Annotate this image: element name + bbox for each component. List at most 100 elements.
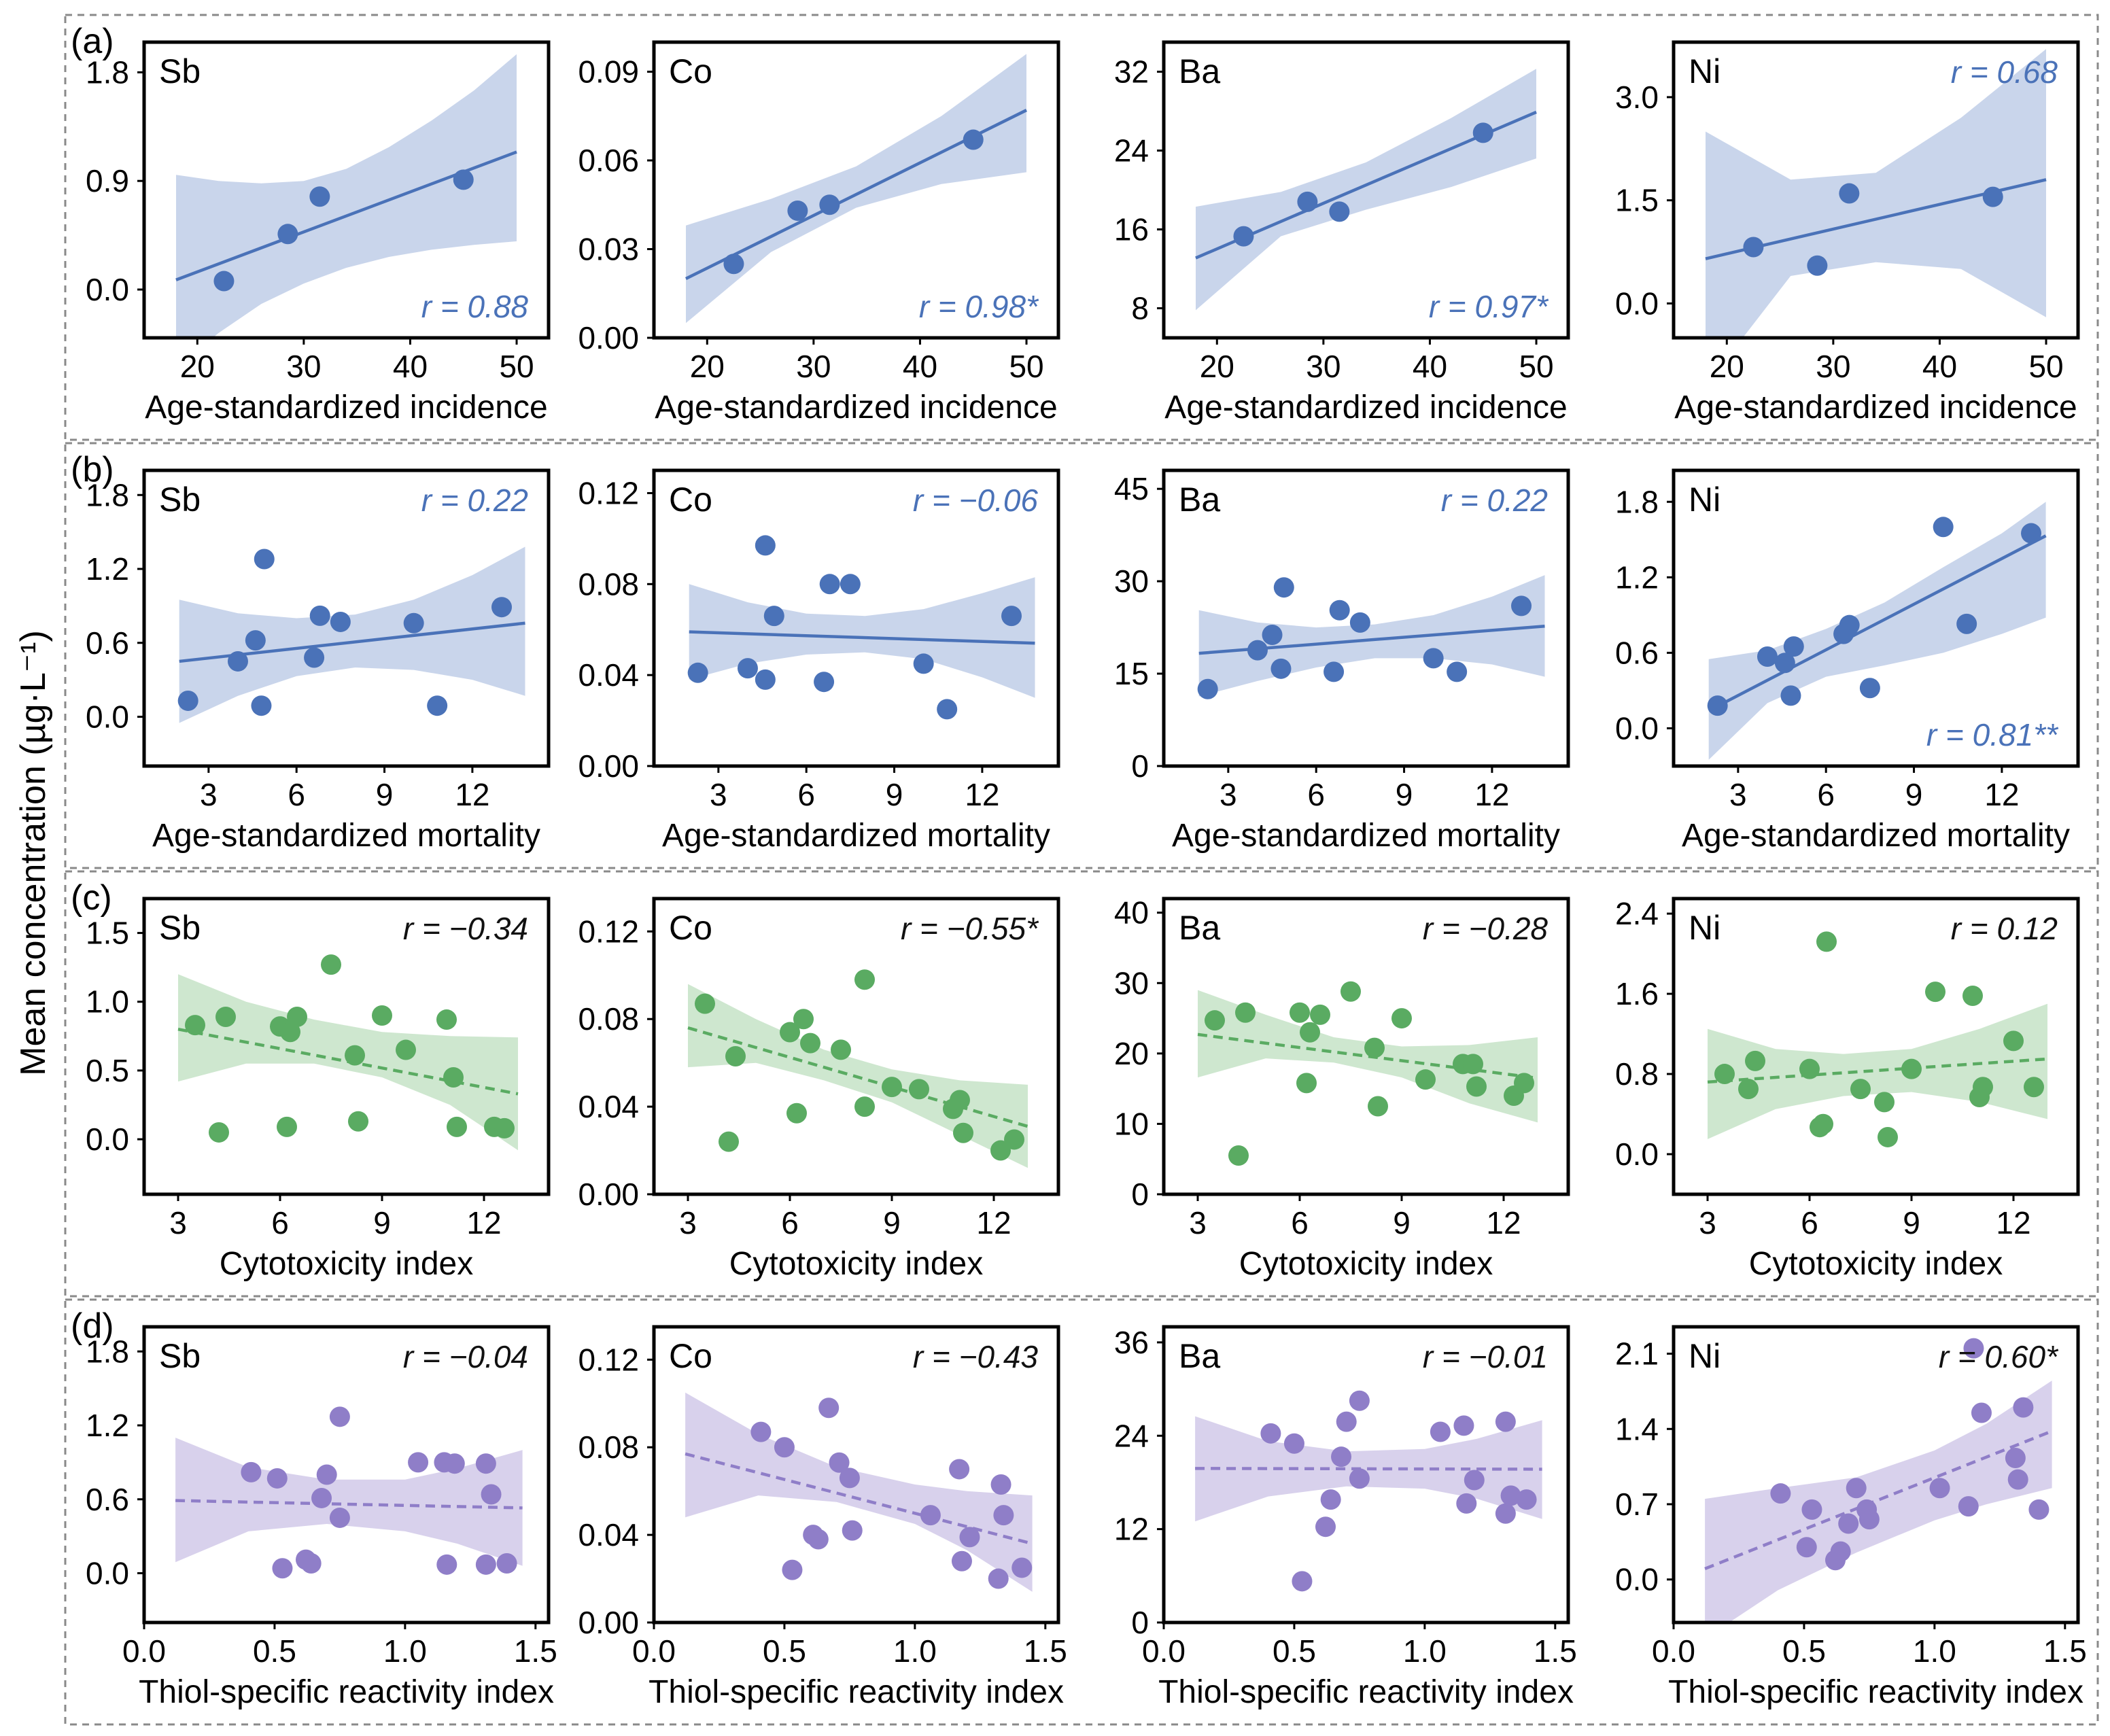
element-label: Ni bbox=[1689, 1337, 1720, 1375]
correlation-label: r = −0.06 bbox=[913, 483, 1039, 518]
data-point-9 bbox=[1878, 1126, 1898, 1147]
y-tick-label: 45 bbox=[1114, 471, 1149, 506]
data-point-15 bbox=[481, 1484, 502, 1505]
plot-area bbox=[685, 54, 1028, 324]
x-tick-label: 12 bbox=[976, 1205, 1011, 1240]
axes-frame bbox=[652, 1325, 1060, 1625]
axes-frame bbox=[142, 1325, 551, 1625]
correlation-label: r = 0.98* bbox=[919, 289, 1039, 324]
y-tick-label: 0.0 bbox=[1615, 285, 1659, 321]
data-point-3 bbox=[1315, 1516, 1336, 1538]
data-point-7 bbox=[330, 611, 351, 632]
data-point-5 bbox=[1324, 661, 1345, 682]
correlation-label: r = 0.22 bbox=[421, 483, 528, 518]
x-tick-label: 9 bbox=[376, 777, 394, 812]
plot-area bbox=[1707, 502, 2047, 760]
y-tick-label: 1.6 bbox=[1615, 976, 1659, 1011]
data-point-0 bbox=[1770, 1483, 1791, 1504]
data-point-9 bbox=[1368, 1096, 1388, 1117]
correlation-label: r = −0.34 bbox=[403, 911, 528, 946]
plot-area bbox=[1197, 981, 1538, 1166]
y-tick-label: 0.6 bbox=[86, 625, 129, 661]
y-tick-label: 0.12 bbox=[578, 1342, 639, 1377]
data-point-5 bbox=[1838, 1513, 1859, 1534]
data-point-1 bbox=[1807, 255, 1828, 276]
confidence-band bbox=[179, 546, 525, 723]
element-label: Sb bbox=[159, 1337, 201, 1375]
axes-frame bbox=[1162, 40, 1570, 340]
data-point-2 bbox=[755, 535, 776, 556]
panel-2-0: 3 6 9 12 0.0 0.5 1.0 1.5 Cytotoxicity index Sb r =… bbox=[71, 878, 551, 1282]
y-tick-label: 2.1 bbox=[1615, 1336, 1659, 1372]
y-tick-label: 0.00 bbox=[578, 1605, 639, 1640]
confidence-band bbox=[1708, 502, 2046, 760]
data-point-4 bbox=[300, 1553, 322, 1574]
data-point-16 bbox=[1004, 1129, 1024, 1150]
data-point-2 bbox=[725, 1046, 746, 1066]
x-tick-label: 0.0 bbox=[632, 1633, 676, 1669]
data-point-7 bbox=[1850, 1079, 1871, 1100]
y-tick-label: 15 bbox=[1114, 656, 1149, 691]
data-point-8 bbox=[1349, 1468, 1370, 1489]
data-point-3 bbox=[251, 695, 272, 716]
element-label: Ba bbox=[1179, 52, 1220, 90]
y-tick-label: 1.8 bbox=[86, 1334, 129, 1369]
row-box-3 bbox=[64, 1298, 2099, 1726]
data-point-13 bbox=[990, 1474, 1011, 1495]
fit-line bbox=[1197, 1032, 1538, 1080]
y-tick-label: 0.12 bbox=[578, 475, 639, 510]
x-tick-label: 9 bbox=[1905, 777, 1923, 812]
data-point-6 bbox=[309, 605, 330, 626]
data-point-10 bbox=[1511, 595, 1532, 617]
correlation-label: r = −0.01 bbox=[1423, 1339, 1548, 1374]
x-tick-label: 1.0 bbox=[1403, 1633, 1447, 1669]
data-point-9 bbox=[408, 1452, 429, 1473]
data-point-10 bbox=[491, 597, 513, 618]
x-axis-label: Thiol-specific reactivity index bbox=[1158, 1674, 1574, 1710]
y-tick-label: 0.0 bbox=[1615, 1562, 1659, 1597]
x-tick-label: 1.0 bbox=[383, 1633, 427, 1669]
data-point-11 bbox=[951, 1550, 972, 1572]
element-label: Co bbox=[669, 52, 712, 90]
axes-frame bbox=[1162, 1325, 1570, 1625]
x-tick-label: 12 bbox=[1486, 1205, 1521, 1240]
data-point-5 bbox=[818, 1398, 840, 1419]
data-point-8 bbox=[345, 1045, 365, 1066]
x-tick-label: 20 bbox=[690, 349, 725, 384]
data-point-3 bbox=[1799, 1058, 1820, 1079]
correlation-label: r = 0.88 bbox=[421, 289, 529, 324]
data-point-9 bbox=[1956, 613, 1977, 634]
panel-0-0: 20 30 40 50 0.0 0.9 1.8 Age-standardized incide… bbox=[71, 22, 551, 426]
y-tick-label: 1.4 bbox=[1615, 1411, 1659, 1446]
data-point-10 bbox=[1901, 1058, 1922, 1079]
plot-area bbox=[1705, 49, 2047, 338]
x-tick-label: 6 bbox=[1817, 777, 1835, 812]
y-tick-label: 0.06 bbox=[578, 143, 639, 178]
row-boxes bbox=[64, 14, 2099, 1726]
data-point-3 bbox=[1290, 1002, 1310, 1023]
data-point-10 bbox=[949, 1459, 970, 1480]
y-tick-label: 0.0 bbox=[1615, 1136, 1659, 1172]
data-point-14 bbox=[475, 1554, 496, 1575]
element-label: Sb bbox=[159, 52, 201, 90]
plot-area bbox=[1707, 931, 2048, 1147]
fit-line bbox=[1707, 1057, 2048, 1084]
x-axis-label: Thiol-specific reactivity index bbox=[139, 1674, 554, 1710]
confidence-band bbox=[176, 54, 517, 338]
axes-frame bbox=[1162, 897, 1570, 1196]
y-tick-label: 0.08 bbox=[578, 1001, 639, 1037]
y-tick-label: 0.04 bbox=[578, 1517, 639, 1552]
correlation-label: r = 0.22 bbox=[1441, 483, 1548, 518]
x-axis-label: Thiol-specific reactivity index bbox=[1668, 1674, 2083, 1710]
data-point-4 bbox=[1296, 1073, 1317, 1094]
data-point-7 bbox=[321, 954, 341, 975]
data-point-4 bbox=[254, 549, 275, 570]
data-point-10 bbox=[1391, 1008, 1412, 1029]
confidence-band bbox=[1198, 575, 1545, 697]
data-point-3 bbox=[1982, 186, 2003, 207]
confidence-band bbox=[1706, 49, 2046, 338]
x-tick-label: 50 bbox=[1519, 349, 1553, 384]
data-point-16 bbox=[496, 1553, 517, 1574]
data-point-1 bbox=[737, 658, 758, 679]
data-point-8 bbox=[1858, 1509, 1880, 1530]
